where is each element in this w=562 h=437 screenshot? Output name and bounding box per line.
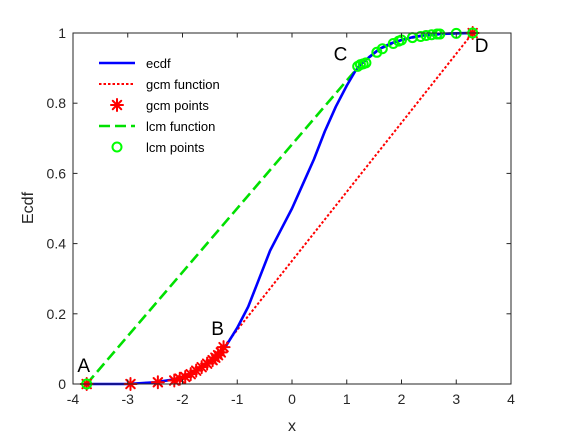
x-tick-label: 0 — [288, 391, 296, 407]
gcm-point-marker — [216, 340, 231, 355]
lcm-point-marker — [376, 43, 388, 55]
x-tick-label: 1 — [343, 391, 351, 407]
legend-label-gcm-function: gcm function — [146, 77, 220, 92]
y-tick-label: 0.4 — [47, 236, 67, 252]
annotation-c: C — [334, 45, 348, 66]
y-tick-label: 0.6 — [47, 165, 67, 181]
legend-entry-ecdf: ecdf — [99, 56, 171, 71]
y-tick-label: 1 — [58, 25, 66, 41]
gcm-point-marker — [150, 375, 165, 390]
x-tick-label: -3 — [122, 391, 135, 407]
annotation-layer: A B C D — [77, 36, 488, 377]
legend-label-lcm-points: lcm points — [146, 140, 205, 155]
x-tick-label: 4 — [507, 391, 515, 407]
legend-label-gcm-points: gcm points — [146, 98, 209, 113]
x-tick-label: 3 — [452, 391, 460, 407]
x-tick-label: -2 — [176, 391, 189, 407]
x-tick-label: -1 — [231, 391, 244, 407]
y-tick-label: 0.2 — [47, 306, 67, 322]
lcm-point-marker — [434, 28, 446, 40]
x-tick-label: -4 — [67, 391, 80, 407]
legend: ecdf gcm function gcm points lcm function lc… — [92, 50, 252, 158]
legend-swatch-lcm-points — [111, 141, 123, 153]
annotation-d: D — [475, 36, 489, 57]
y-tick-label: 0.8 — [47, 95, 67, 111]
lcm-point-marker — [420, 29, 432, 41]
annotation-a: A — [77, 356, 90, 377]
legend-entry-gcm-function: gcm function — [99, 77, 220, 92]
annotation-b: B — [211, 319, 224, 340]
legend-label-ecdf: ecdf — [146, 56, 171, 71]
legend-entry-lcm-function: lcm function — [99, 119, 215, 134]
x-tick-label: 2 — [398, 391, 406, 407]
legend-label-lcm-function: lcm function — [146, 119, 215, 134]
y-axis-label: Ecdf — [20, 191, 37, 224]
tick-layer: -4 -3 -2 -1 0 1 2 3 4 0 0.2 0.4 0.6 0.8 1 — [47, 25, 516, 407]
legend-swatch-gcm-points — [110, 98, 124, 112]
legend-entry-gcm-points: gcm points — [110, 98, 209, 113]
y-tick-label: 0 — [58, 376, 66, 392]
lcm-point-marker — [415, 31, 427, 43]
legend-entry-lcm-points: lcm points — [111, 140, 205, 155]
x-axis-label: x — [288, 418, 296, 435]
lcm-point-marker — [360, 57, 372, 69]
